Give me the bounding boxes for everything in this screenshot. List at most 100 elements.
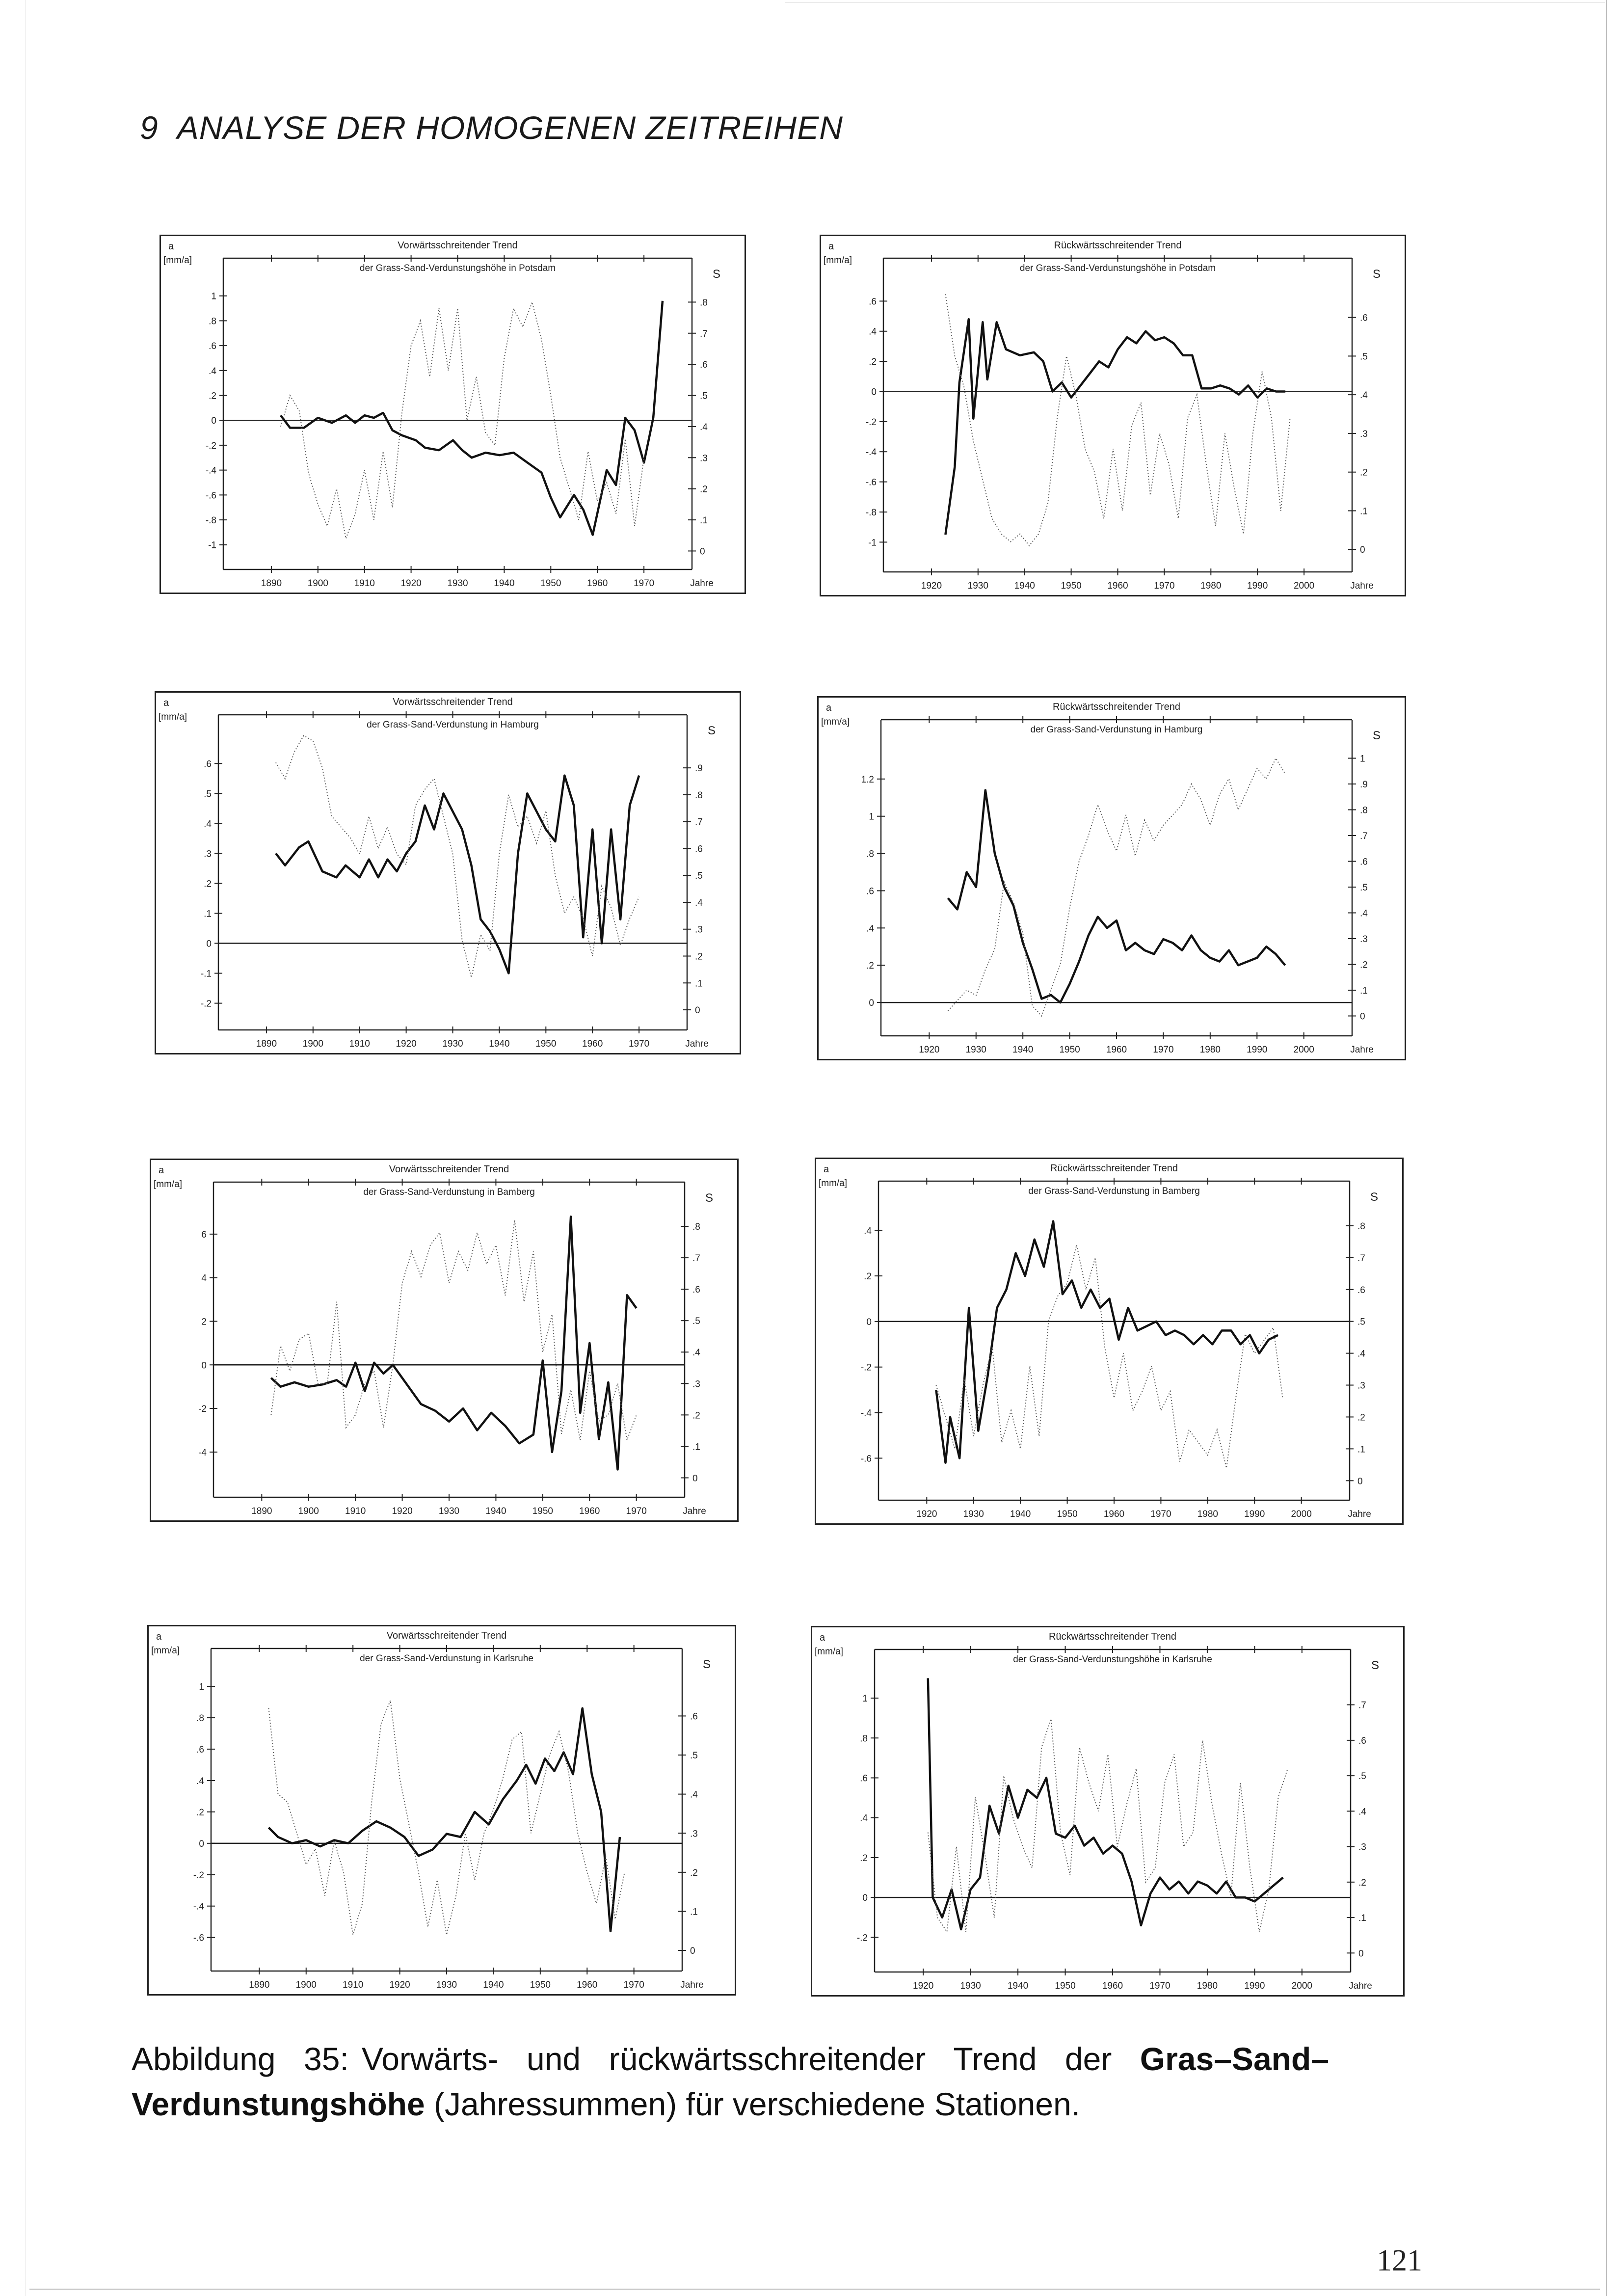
y-tick-label: .8	[209, 316, 216, 326]
x-tick-label: 1950	[532, 1506, 553, 1516]
chart-hamburg-backward: Rückwärtsschreitender Trend der Grass-San…	[817, 696, 1406, 1060]
x-tick-label: 1890	[251, 1506, 272, 1516]
series-line-dotted	[935, 1244, 1283, 1468]
x-tick-label: 1940	[494, 578, 514, 589]
y2-tick-label: .4	[1357, 1349, 1365, 1359]
x-tick-label: 1990	[1244, 1981, 1265, 1991]
x-tick-label: 1920	[396, 1039, 416, 1049]
y-axis-unit: [mm/a]	[824, 255, 852, 266]
y-axis-label: a	[168, 241, 174, 252]
chart-frame	[820, 235, 1406, 596]
y-tick-label: 1	[211, 292, 216, 302]
y-tick-label: -.8	[866, 508, 877, 518]
y-axis-label: a	[159, 1165, 164, 1176]
chapter-number: 9	[140, 109, 159, 146]
y-tick-label: -1	[208, 540, 216, 551]
y-tick-label: -.4	[866, 447, 877, 458]
x-tick-label: 1990	[1247, 581, 1268, 591]
y-axis-label: a	[824, 1164, 829, 1175]
y2-tick-label: .3	[695, 925, 703, 935]
y2-tick-label: .5	[695, 871, 703, 881]
x-tick-label: 1890	[249, 1980, 269, 1990]
x-tick-label: 1950	[530, 1980, 551, 1990]
y-tick-label: -.6	[866, 478, 877, 488]
y2-axis-label: S	[713, 268, 720, 281]
chart-subtitle: der Grass-Sand-Verdunstung in Bamberg	[363, 1187, 535, 1197]
y-axis-label: a	[163, 698, 169, 708]
y-tick-label: .6	[204, 759, 212, 769]
y2-tick-label: .2	[690, 1868, 698, 1878]
y2-tick-label: .4	[695, 898, 703, 908]
x-tick-label: 1980	[1197, 1509, 1218, 1519]
x-tick-label: 1910	[349, 1039, 370, 1049]
x-tick-label: 1900	[298, 1506, 319, 1516]
x-tick-label: 1950	[535, 1039, 556, 1049]
x-tick-label: 1910	[354, 578, 375, 589]
y2-tick-label: .2	[1357, 1412, 1365, 1423]
y-tick-label: 1	[199, 1682, 204, 1692]
x-axis-label: Jahre	[1350, 581, 1374, 591]
x-axis-label: Jahre	[680, 1980, 704, 1990]
chart-subtitle: der Grass-Sand-Verdunstungshöhe in Potsd…	[1020, 263, 1216, 273]
y-tick-label: -.4	[193, 1902, 205, 1912]
y2-tick-label: .4	[700, 422, 708, 432]
x-tick-label: 1930	[442, 1039, 463, 1049]
x-tick-label: 1950	[540, 578, 561, 589]
y2-tick-label: .7	[1357, 1253, 1365, 1264]
chart-hamburg-forward: Vorwärtsschreitender Trend der Grass-Sand…	[155, 691, 741, 1054]
y-tick-label: .2	[864, 1271, 872, 1282]
chart-frame	[150, 1159, 739, 1522]
x-tick-label: 1920	[913, 1981, 933, 1991]
y-tick-label: .4	[864, 1226, 872, 1236]
caption-bold-term: Gras–Sand–Verdunstungshöhe	[132, 2041, 1329, 2122]
y-tick-label: -.6	[861, 1454, 872, 1464]
x-tick-label: 1970	[629, 1039, 649, 1049]
y2-tick-label: .4	[1360, 390, 1368, 401]
y-tick-label: -.2	[857, 1933, 868, 1943]
y-tick-label: -.6	[206, 490, 216, 501]
y2-tick-label: .2	[1358, 1878, 1366, 1888]
y2-tick-label: .6	[1358, 1736, 1366, 1746]
y-tick-label: 0	[871, 387, 877, 397]
y-tick-label: -.2	[866, 417, 877, 428]
y2-tick-label: .1	[690, 1907, 698, 1917]
y-tick-label: .2	[204, 879, 212, 889]
series-line-dotted	[268, 1700, 625, 1935]
y-tick-label: -.4	[861, 1408, 872, 1419]
y2-tick-label: .6	[690, 1711, 698, 1722]
x-tick-label: 1940	[1014, 581, 1035, 591]
series-line-solid	[267, 1707, 621, 1933]
y-axis-unit: [mm/a]	[163, 255, 192, 266]
y2-tick-label: .2	[692, 1410, 700, 1421]
y2-tick-label: .3	[1360, 429, 1368, 439]
y-tick-label: 1	[862, 1694, 868, 1704]
chart-title: Rückwärtsschreitender Trend	[1050, 1163, 1178, 1174]
y-tick-label: -.1	[201, 969, 212, 979]
y2-axis-label: S	[1371, 1659, 1379, 1672]
y-tick-label: .5	[204, 789, 212, 799]
caption-label: Abbildung 35:	[132, 2041, 349, 2077]
caption-text-after: (Jahressummen) für verschiedene Statione…	[425, 2086, 1081, 2122]
y-tick-label: -.2	[201, 999, 212, 1009]
y-tick-label: 0	[869, 998, 874, 1008]
y2-tick-label: .3	[1358, 1842, 1366, 1853]
y2-tick-label: .1	[700, 515, 708, 526]
y2-tick-label: .7	[1358, 1701, 1366, 1711]
series-line-dotted	[927, 1719, 1288, 1933]
chart-subtitle: der Grass-Sand-Verdunstung in Karlsruhe	[360, 1653, 533, 1664]
chart-bamberg-backward: Rückwärtsschreitender Trend der Grass-San…	[815, 1158, 1404, 1525]
series-line-solid	[944, 318, 1286, 535]
x-tick-label: 1950	[1059, 1045, 1080, 1055]
scan-edge-right	[1606, 0, 1607, 2296]
y2-tick-label: .8	[1357, 1221, 1365, 1232]
x-tick-label: 1920	[400, 578, 421, 589]
y2-tick-label: .3	[692, 1379, 700, 1389]
x-tick-label: 1960	[1107, 581, 1128, 591]
y2-tick-label: .7	[1360, 831, 1368, 841]
y2-tick-label: .1	[1357, 1444, 1365, 1455]
x-tick-label: 1920	[921, 581, 942, 591]
y-tick-label: 0	[862, 1893, 868, 1903]
x-tick-label: 2000	[1294, 581, 1314, 591]
y2-tick-label: 0	[690, 1946, 695, 1956]
series-line-dotted	[275, 735, 640, 978]
